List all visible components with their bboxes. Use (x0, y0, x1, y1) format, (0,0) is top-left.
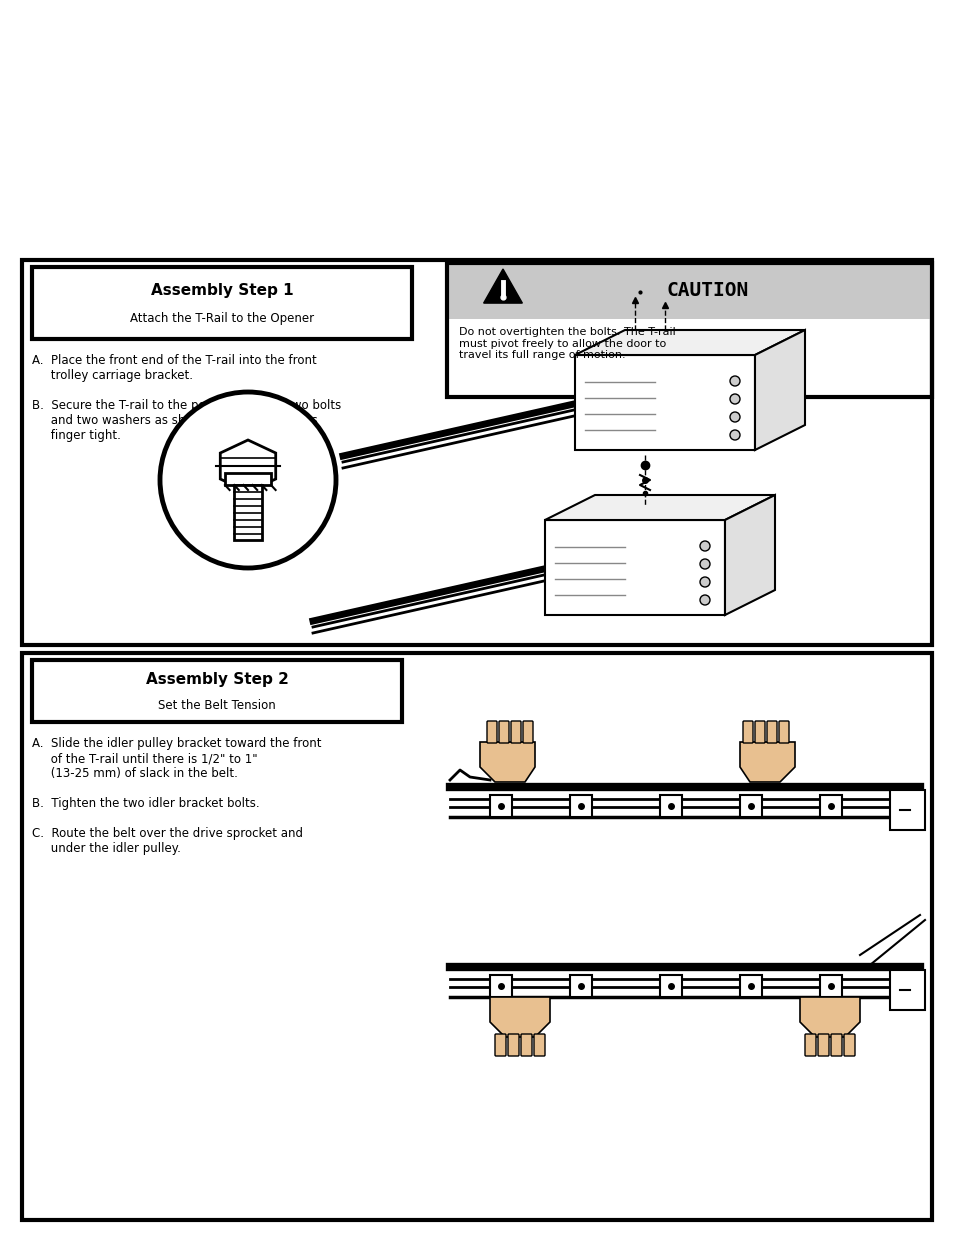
Text: Assembly Step 1: Assembly Step 1 (151, 283, 293, 298)
FancyBboxPatch shape (804, 1034, 815, 1056)
Text: A.  Slide the idler pulley bracket toward the front
     of the T-rail until the: A. Slide the idler pulley bracket toward… (32, 737, 321, 855)
Text: Do not overtighten the bolts. The T-rail
must pivot freely to allow the door to
: Do not overtighten the bolts. The T-rail… (458, 327, 675, 361)
FancyBboxPatch shape (843, 1034, 854, 1056)
FancyBboxPatch shape (820, 795, 841, 818)
FancyBboxPatch shape (830, 1034, 841, 1056)
Polygon shape (575, 330, 804, 354)
Circle shape (700, 577, 709, 587)
Text: Assembly Step 2: Assembly Step 2 (146, 672, 288, 688)
FancyBboxPatch shape (32, 267, 412, 338)
FancyBboxPatch shape (740, 795, 761, 818)
Circle shape (729, 375, 740, 387)
Polygon shape (575, 354, 754, 450)
FancyBboxPatch shape (659, 974, 681, 997)
FancyBboxPatch shape (486, 721, 497, 743)
FancyBboxPatch shape (754, 721, 764, 743)
FancyBboxPatch shape (534, 1034, 544, 1056)
Circle shape (700, 559, 709, 569)
Polygon shape (479, 742, 535, 782)
FancyBboxPatch shape (779, 721, 788, 743)
Polygon shape (544, 520, 724, 615)
Polygon shape (544, 495, 774, 520)
FancyBboxPatch shape (820, 974, 841, 997)
Circle shape (729, 430, 740, 440)
FancyBboxPatch shape (225, 473, 271, 485)
FancyBboxPatch shape (889, 969, 924, 1010)
FancyBboxPatch shape (447, 263, 931, 319)
FancyBboxPatch shape (507, 1034, 518, 1056)
Text: CAUTION: CAUTION (666, 282, 748, 300)
FancyBboxPatch shape (22, 653, 931, 1220)
FancyBboxPatch shape (233, 485, 262, 540)
Circle shape (729, 394, 740, 404)
FancyBboxPatch shape (32, 659, 401, 722)
Text: Set the Belt Tension: Set the Belt Tension (158, 699, 275, 713)
FancyBboxPatch shape (490, 795, 512, 818)
Text: Attach the T-Rail to the Opener: Attach the T-Rail to the Opener (130, 312, 314, 325)
FancyBboxPatch shape (522, 721, 533, 743)
Polygon shape (740, 742, 794, 782)
FancyBboxPatch shape (569, 974, 592, 997)
FancyBboxPatch shape (511, 721, 520, 743)
FancyBboxPatch shape (498, 721, 509, 743)
Polygon shape (220, 440, 275, 492)
FancyBboxPatch shape (817, 1034, 828, 1056)
Polygon shape (724, 495, 774, 615)
FancyBboxPatch shape (520, 1034, 532, 1056)
Polygon shape (483, 269, 522, 303)
Circle shape (700, 541, 709, 551)
Polygon shape (754, 330, 804, 450)
FancyBboxPatch shape (742, 721, 752, 743)
FancyBboxPatch shape (740, 974, 761, 997)
Circle shape (700, 595, 709, 605)
Circle shape (729, 412, 740, 422)
Circle shape (160, 391, 335, 568)
Polygon shape (490, 997, 550, 1037)
FancyBboxPatch shape (22, 261, 931, 645)
FancyBboxPatch shape (659, 795, 681, 818)
FancyBboxPatch shape (766, 721, 776, 743)
FancyBboxPatch shape (569, 795, 592, 818)
Text: A.  Place the front end of the T-rail into the front
     trolley carriage brack: A. Place the front end of the T-rail int… (32, 354, 341, 442)
FancyBboxPatch shape (495, 1034, 505, 1056)
FancyBboxPatch shape (490, 974, 512, 997)
Polygon shape (800, 997, 859, 1037)
FancyBboxPatch shape (889, 790, 924, 830)
